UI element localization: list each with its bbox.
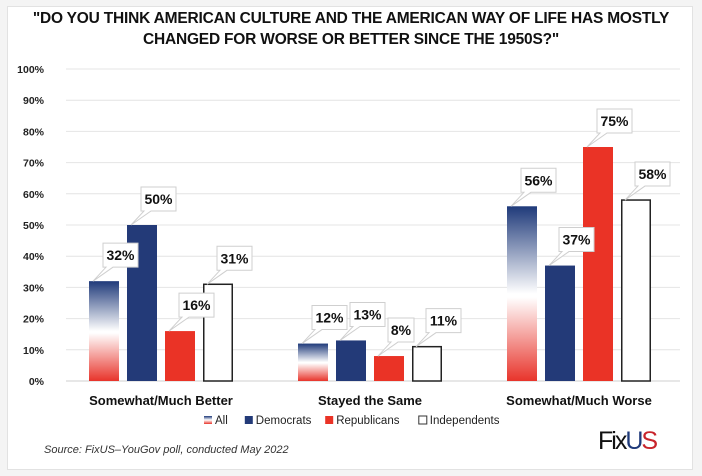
y-tick-label: 60% (23, 189, 45, 201)
fixus-logo: FixUS (598, 427, 658, 456)
data-label-callout (624, 161, 671, 201)
legend-swatch (325, 416, 334, 424)
y-tick-label: 70% (23, 158, 45, 170)
data-label: 58% (624, 161, 671, 201)
data-label: 56% (510, 167, 557, 207)
bar-republicans (374, 356, 404, 381)
legend: All Democrats Republicans Independents (204, 415, 500, 427)
legend-item-all: All (204, 415, 228, 427)
y-tick-label: 90% (23, 95, 45, 107)
data-label-callout (586, 108, 633, 148)
data-label-callout (168, 292, 215, 332)
y-tick-label: 0% (29, 376, 45, 388)
legend-label: All (215, 415, 228, 427)
data-label: 11% (415, 308, 462, 348)
data-label-callout (92, 242, 139, 282)
legend-item-democrats: Democrats (244, 415, 312, 427)
data-label-text: 56% (524, 172, 553, 188)
data-labels: 32% 50% 16% 31% 12% 13% 8% 11% 56% 37% 75% 58% (92, 108, 671, 357)
bar-independents (412, 345, 442, 382)
data-label-text: 37% (562, 232, 591, 248)
bar-republicans (165, 331, 195, 381)
data-label-text: 12% (315, 310, 344, 326)
chart-title-line-1: "DO YOU THINK AMERICAN CULTURE AND THE A… (32, 10, 670, 27)
source-note: Source: FixUS–YouGov poll, conducted May… (44, 444, 289, 456)
data-label-text: 31% (220, 250, 249, 266)
data-label-callout (415, 308, 462, 348)
data-label: 75% (586, 108, 633, 148)
data-label-text: 50% (144, 191, 173, 207)
data-label-text: 8% (391, 322, 412, 338)
x-axis-categories: Somewhat/Much Better Stayed the Same Somew… (89, 393, 652, 408)
data-label-text: 11% (430, 313, 458, 329)
data-label-text: 13% (353, 306, 382, 322)
legend-label: Independents (430, 415, 500, 427)
data-label-callout (339, 301, 386, 341)
x-category-label: Somewhat/Much Worse (506, 393, 652, 408)
data-label: 31% (206, 245, 253, 285)
legend-item-independents: Independents (418, 415, 500, 427)
data-label-text: 32% (106, 247, 135, 263)
data-label-callout (548, 227, 595, 266)
data-label-text: 58% (638, 166, 667, 182)
legend-item-republicans: Republicans (325, 415, 400, 427)
data-label-callout (377, 317, 415, 357)
legend-label: Republicans (336, 415, 400, 427)
y-tick-label: 20% (23, 314, 45, 326)
chart-title: "DO YOU THINK AMERICAN CULTURE AND THE A… (0, 8, 702, 50)
y-tick-label: 10% (23, 345, 45, 357)
data-label: 8% (377, 317, 415, 357)
logo-fix: Fix (598, 427, 627, 455)
data-label: 13% (339, 301, 386, 341)
y-tick-label: 100% (17, 64, 45, 76)
data-label-callout (206, 245, 253, 285)
legend-swatch (418, 415, 428, 425)
bar-democrats (545, 265, 575, 381)
bar-democrats (336, 340, 366, 381)
y-tick-label: 80% (23, 126, 45, 138)
data-label-callout (301, 305, 348, 344)
bar-all (507, 206, 537, 381)
bar-republicans (583, 147, 613, 381)
data-label: 32% (92, 242, 139, 282)
legend-label: Democrats (256, 415, 312, 427)
data-label-callout (510, 167, 557, 207)
bar-all (298, 343, 328, 381)
data-label: 16% (168, 292, 215, 332)
data-label: 37% (548, 227, 595, 266)
bar-all (89, 281, 119, 381)
x-category-label: Stayed the Same (318, 393, 422, 408)
bar-independents (621, 199, 651, 382)
y-axis-ticks: 0% 10% 20% 30% 40% 50% 60% 70% 80% 90% 100% (17, 64, 45, 388)
data-label-text: 16% (182, 297, 211, 313)
logo-u: U (625, 427, 643, 455)
y-tick-label: 40% (23, 251, 45, 263)
y-tick-label: 30% (23, 282, 45, 294)
bars (89, 147, 651, 382)
data-label: 12% (301, 305, 348, 344)
chart-title-line-2: CHANGED FOR WORSE OR BETTER SINCE THE 19… (142, 31, 560, 48)
logo-s: S (641, 427, 658, 455)
legend-swatch (204, 416, 212, 424)
x-category-label: Somewhat/Much Better (89, 393, 233, 408)
y-tick-label: 50% (23, 220, 45, 232)
data-label-text: 75% (600, 113, 629, 129)
data-label-callout (130, 186, 177, 226)
legend-swatch (244, 416, 253, 424)
data-label: 50% (130, 186, 177, 226)
